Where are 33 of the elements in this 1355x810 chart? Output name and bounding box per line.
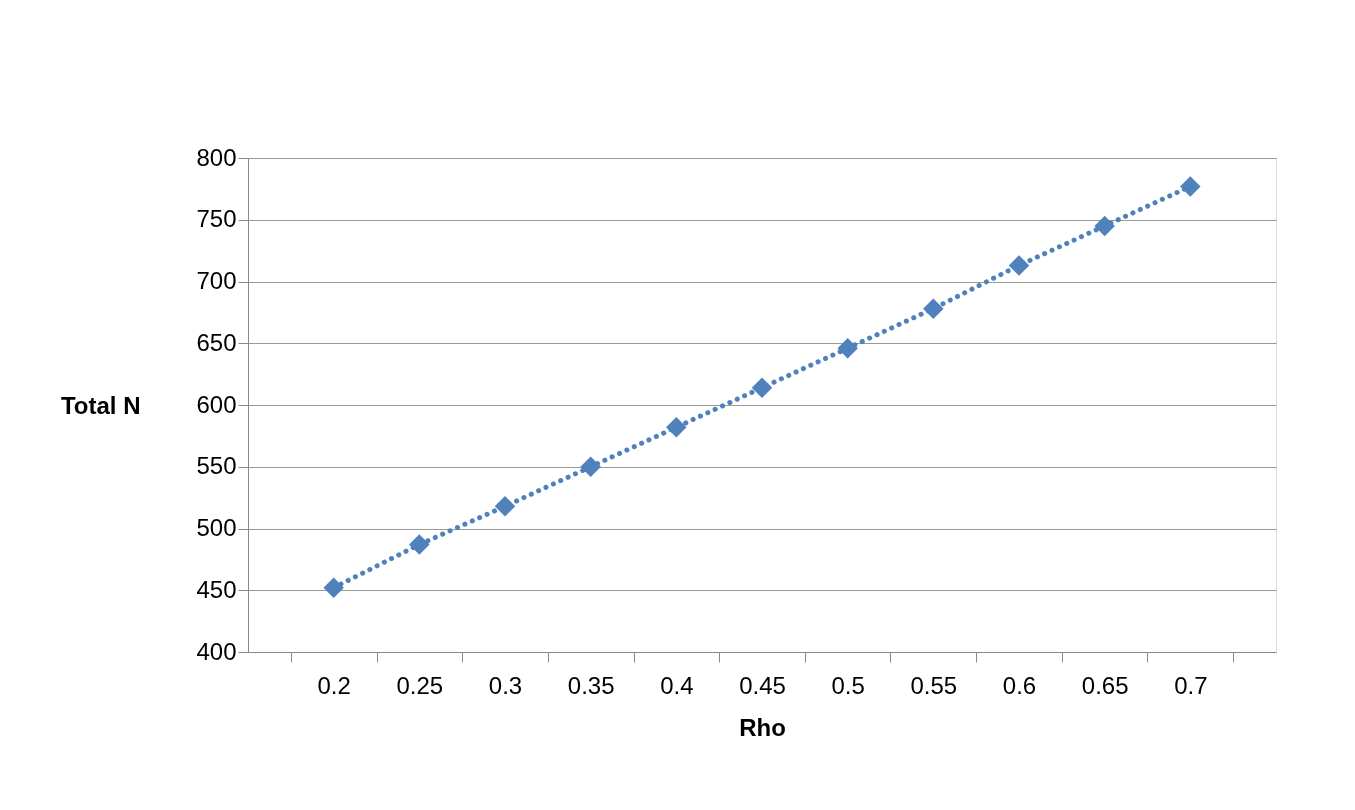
point (1008, 255, 1030, 276)
x-tick-label: 0.5 (831, 671, 865, 699)
y-tick-label: 800 (196, 143, 237, 171)
point (1180, 176, 1201, 197)
x-tick-label: 0.25 (396, 671, 444, 699)
point (1094, 215, 1115, 237)
point (751, 377, 773, 398)
point (409, 534, 430, 555)
y-tick-label: 550 (196, 452, 237, 480)
x-tick-label: 0.3 (488, 671, 523, 699)
x-tick-label: 0.6 (1002, 671, 1037, 699)
y-tick-label: 700 (196, 267, 237, 294)
x-tick-label: 0.2 (317, 671, 351, 699)
y-tick-label: 600 (196, 390, 237, 418)
point (837, 337, 858, 359)
y-axis-title: Total N (60, 391, 141, 419)
x-tick-label: 0.65 (1081, 671, 1129, 699)
x-tick-label: 0.45 (739, 671, 786, 699)
y-tick-label: 400 (196, 637, 237, 665)
x-tick-label: 0.7 (1174, 671, 1208, 699)
point (323, 577, 344, 599)
x-tick-label: 0.35 (567, 671, 615, 699)
x-axis-title: Rho (739, 713, 786, 741)
point (580, 456, 601, 477)
point (666, 416, 687, 438)
y-tick-label: 500 (196, 514, 237, 541)
y-tick-label: 650 (196, 328, 237, 356)
point (923, 298, 944, 319)
point (494, 496, 516, 517)
y-tick-label: 450 (196, 575, 237, 603)
y-tick-label: 750 (196, 205, 237, 233)
x-tick-label: 0.4 (660, 671, 694, 699)
x-tick-label: 0.55 (910, 671, 958, 699)
